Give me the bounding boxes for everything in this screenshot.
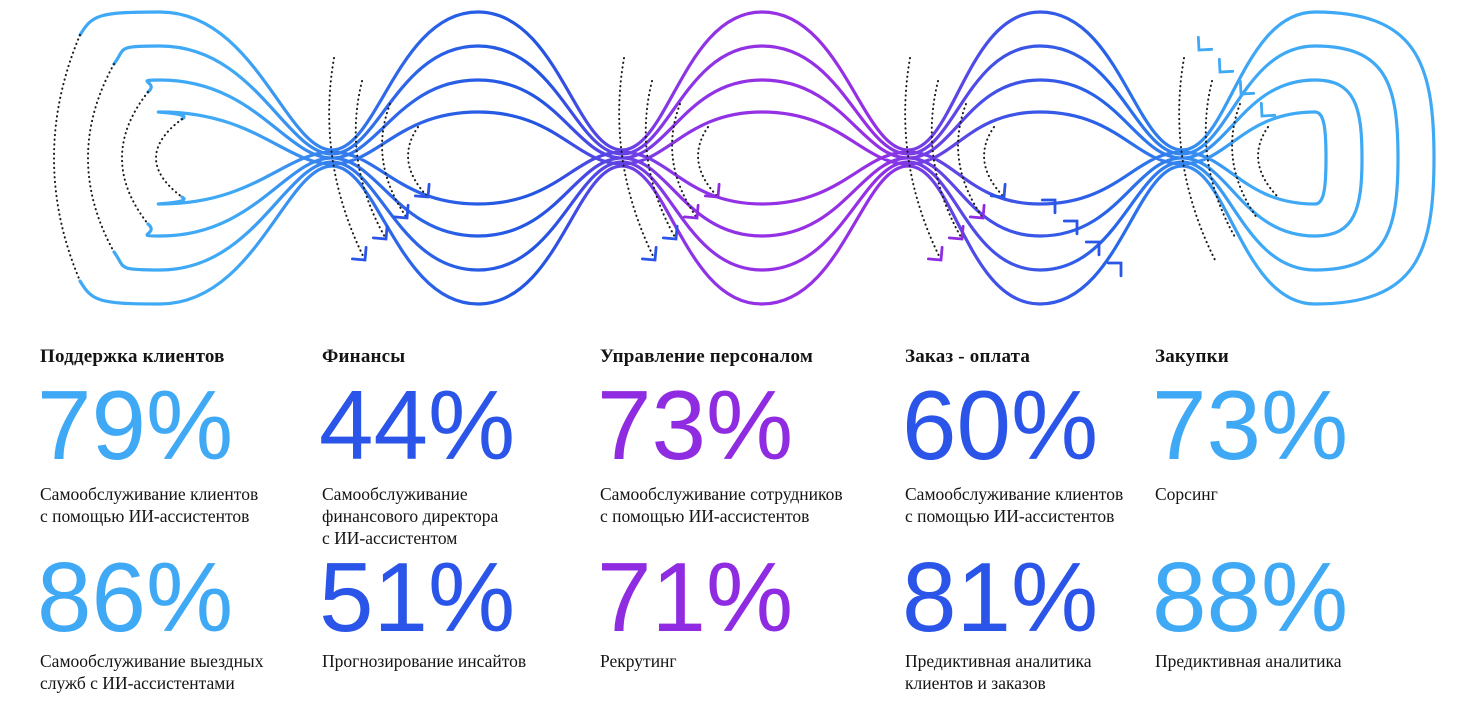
stat-value: 51% [319, 542, 516, 652]
flow-arrow-icon [1062, 219, 1079, 236]
dotted-cap-arc [87, 63, 115, 253]
flow-arrow-icon [1040, 198, 1057, 215]
dotted-flow-arc [407, 126, 429, 198]
flow-line [145, 78, 1364, 238]
column-hr: Управление персоналом 73% Самообслуживан… [597, 0, 878, 706]
flow-arrow-icon [392, 203, 410, 220]
stat-value: 73% [1152, 370, 1349, 480]
stat-value: 73% [597, 370, 794, 480]
stat-value: 81% [902, 542, 1099, 652]
column-header: Поддержка клиентов [40, 346, 225, 367]
flow-arrow-icon [1217, 57, 1235, 74]
dotted-flow-arc [354, 80, 387, 240]
flow-arrow-icon [1238, 79, 1256, 96]
column-header: Финансы [322, 346, 406, 367]
column-customer-support: Поддержка клиентов 79% Самообслуживание … [37, 0, 318, 706]
flow-arrow-icon [640, 245, 658, 262]
dotted-flow-arc [381, 103, 408, 219]
flow-arrow-icon [350, 245, 368, 262]
dotted-flow-arc [1204, 80, 1237, 240]
dotted-cap-arc [53, 34, 81, 282]
flow-arrow-icon [682, 203, 700, 220]
flow-arrow-icon [1084, 240, 1101, 257]
column-finance: Финансы 44% Самообслуживание финансового… [319, 0, 600, 706]
dotted-flow-arc [1231, 103, 1258, 219]
flow-line [78, 10, 1436, 306]
dotted-flow-arc [904, 57, 942, 261]
dotted-flow-arc [1178, 57, 1216, 261]
dotted-flow-arc [957, 103, 984, 219]
stat-value: 71% [597, 542, 794, 652]
column-header: Закупки [1155, 346, 1229, 367]
stat-label: Самообслуживание выездных служб с ИИ-асс… [40, 651, 264, 694]
stat-label: Предиктивная аналитика [1155, 651, 1342, 671]
stat-label: Самообслуживание сотрудников с помощью И… [600, 484, 843, 527]
flow-arrow-icon [1106, 261, 1123, 278]
flow-arrow-icon [947, 224, 965, 241]
flow-arrow-icon [703, 182, 721, 199]
flow-line [112, 44, 1400, 272]
flow-arrow-icon [1259, 101, 1277, 118]
flow-line [156, 110, 1328, 206]
flow-chain-graphic [0, 0, 1458, 330]
dotted-flow-arc [930, 80, 963, 240]
stat-value: 88% [1152, 542, 1349, 652]
stat-label: Самообслуживание клиентов с помощью ИИ-а… [905, 484, 1124, 527]
dotted-flow-arc [697, 126, 719, 198]
dotted-flow-arc [983, 126, 1005, 198]
stat-label: Прогнозирование инсайтов [322, 651, 527, 671]
flow-arrow-icon [413, 182, 431, 199]
stat-label: Самообслуживание финансового директора с… [322, 484, 499, 549]
column-order-to-cash: Заказ - оплата 60% Самообслуживание клие… [902, 0, 1183, 706]
column-header: Заказ - оплата [905, 346, 1031, 367]
dotted-cap-arc [121, 91, 149, 225]
dotted-flow-arc [1257, 126, 1279, 198]
dotted-cap-arc [155, 118, 183, 198]
flow-arrow-icon [661, 224, 679, 241]
flow-arrow-icon [989, 182, 1007, 199]
stat-value: 79% [37, 370, 234, 480]
dotted-flow-arc [671, 103, 698, 219]
stat-value: 44% [319, 370, 516, 480]
flow-arrow-icon [371, 224, 389, 241]
dotted-flow-arc [644, 80, 677, 240]
flow-arrow-icon [1196, 35, 1214, 52]
stat-label: Предиктивная аналитика клиентов и заказо… [905, 651, 1092, 694]
dotted-flow-arc [618, 57, 656, 261]
flow-arrow-icon [926, 245, 944, 262]
stat-label: Рекрутинг [600, 651, 677, 671]
column-procurement: Закупки 73% Сорсинг 88% Предиктивная ана… [1152, 0, 1433, 706]
stat-label: Сорсинг [1155, 484, 1218, 504]
flow-arrow-icon [968, 203, 986, 220]
dotted-flow-arc [328, 57, 366, 261]
stat-value: 86% [37, 542, 234, 652]
stat-value: 60% [902, 370, 1099, 480]
flow-chain-svg [53, 10, 1436, 306]
column-header: Управление персоналом [600, 346, 814, 367]
stat-label: Самообслуживание клиентов с помощью ИИ-а… [40, 484, 259, 527]
